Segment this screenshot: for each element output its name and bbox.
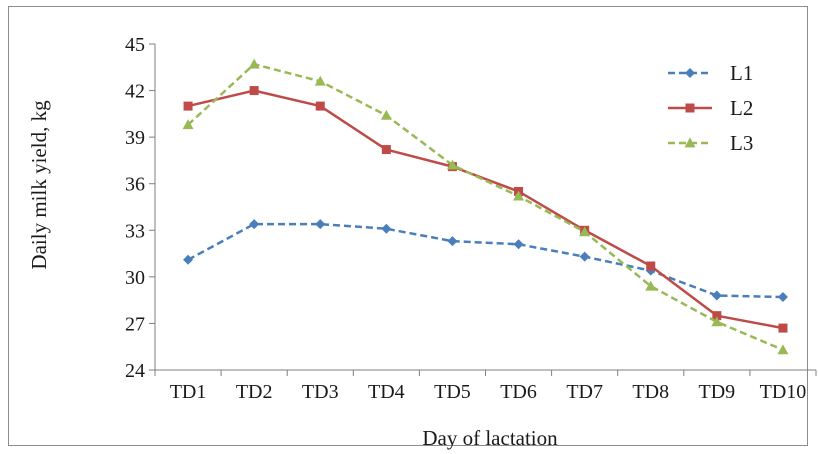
y-tick-label: 33: [125, 220, 145, 242]
series-line-l3: [187, 62, 784, 351]
series-l1: [183, 219, 788, 303]
x-tick-label: TD6: [500, 381, 537, 403]
x-tick-label: TD1: [170, 381, 207, 403]
axes: 24 27 30 33 36 39 42 45 TD1 TD2 TD3 TD4 TD5 TD6 TD7 TD8…: [125, 34, 817, 403]
data-point: [645, 280, 657, 291]
data-point: [381, 223, 392, 234]
series-line-l2: [187, 89, 784, 330]
data-point: [315, 219, 326, 230]
data-point: [380, 109, 392, 120]
y-tick-label: 39: [125, 127, 145, 149]
data-point: [446, 159, 458, 170]
y-axis-title: Daily milk yield, kg: [27, 100, 51, 270]
legend-item-l3: L3: [668, 131, 753, 155]
y-tick-label: 27: [125, 313, 145, 335]
x-tick-label: TD9: [699, 381, 736, 403]
legend-marker: [684, 137, 696, 148]
legend-label: L3: [730, 131, 753, 155]
data-point: [513, 190, 525, 201]
series-layer: [182, 58, 789, 355]
legend-marker: [685, 103, 695, 113]
y-tick-label: 30: [125, 267, 145, 289]
x-axis-title: Day of lactation: [422, 426, 558, 450]
data-point: [249, 86, 259, 96]
data-point: [381, 145, 391, 155]
data-point: [777, 292, 788, 303]
data-point: [711, 290, 722, 301]
x-tick-label: TD10: [760, 381, 807, 403]
legend-marker: [685, 68, 695, 78]
x-tick-label: TD3: [302, 381, 339, 403]
data-point: [314, 75, 326, 86]
data-point: [646, 261, 656, 271]
data-point: [447, 236, 458, 247]
data-point: [711, 316, 723, 327]
series-l2: [183, 86, 788, 333]
x-tick-label: TD2: [236, 381, 273, 403]
legend-item-l2: L2: [668, 96, 753, 120]
data-point: [248, 58, 260, 69]
data-point: [579, 251, 590, 262]
data-point: [513, 239, 524, 250]
data-point: [249, 219, 260, 230]
legend-label: L1: [730, 61, 753, 85]
legend-item-l1: L1: [668, 61, 753, 85]
y-tick-label: 24: [125, 360, 145, 382]
x-tick-label: TD5: [434, 381, 471, 403]
data-point: [777, 344, 789, 355]
data-point: [712, 311, 722, 321]
data-point: [579, 226, 591, 237]
data-point: [183, 101, 193, 111]
data-point: [183, 254, 194, 265]
chart-frame: [8, 6, 808, 446]
x-tick-label: TD7: [566, 381, 603, 403]
y-tick-label: 36: [125, 174, 145, 196]
x-tick-label: TD8: [632, 381, 669, 403]
x-tick-label: TD4: [368, 381, 405, 403]
series-line-l1: [187, 222, 783, 299]
y-tick-label: 42: [125, 81, 145, 103]
legend-label: L2: [730, 96, 753, 120]
legend: L1 L2 L3: [668, 61, 753, 155]
y-tick-label: 45: [125, 34, 145, 56]
series-l3: [182, 58, 789, 355]
data-point: [778, 323, 788, 333]
data-point: [315, 101, 325, 111]
data-point: [182, 119, 194, 130]
